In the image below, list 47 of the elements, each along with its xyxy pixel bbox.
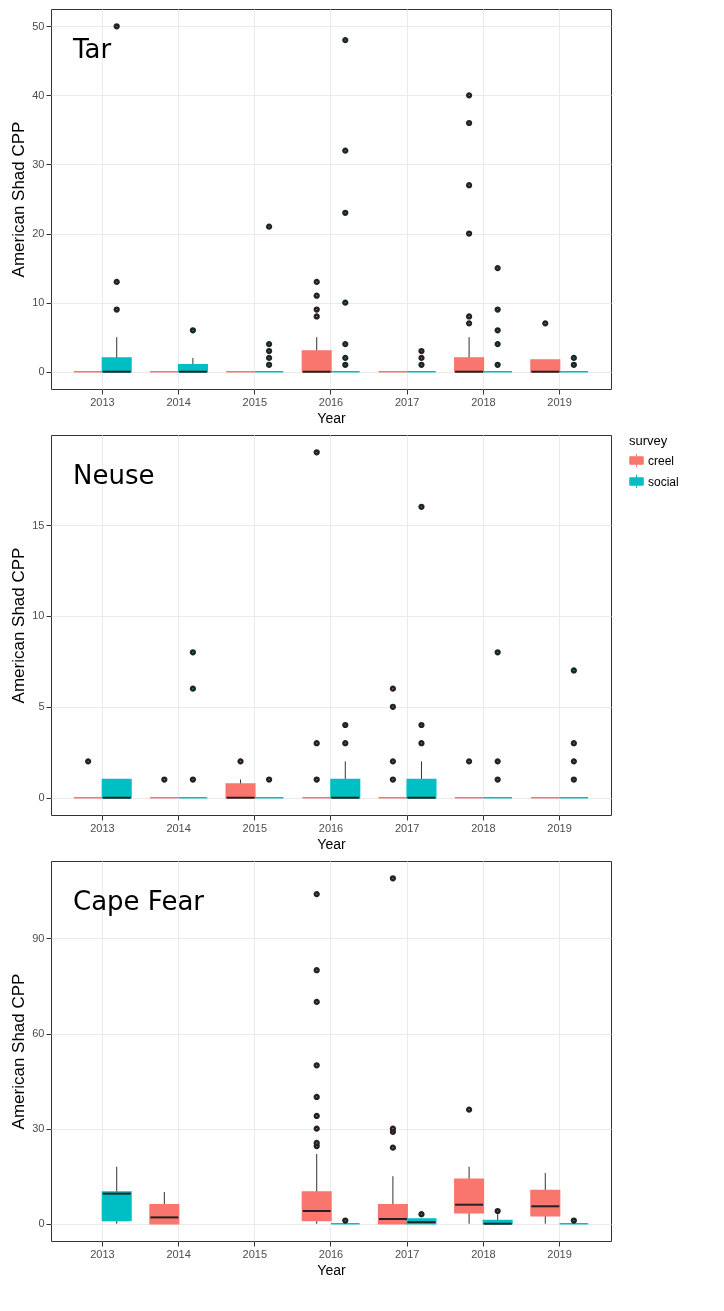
legend-label: social xyxy=(648,474,679,489)
x-tick-label: 2014 xyxy=(166,395,191,408)
y-axis-title: American Shad CPP xyxy=(9,973,29,1130)
x-tick-label: 2018 xyxy=(471,395,496,408)
y-tick-label: 5 xyxy=(38,700,45,713)
y-tick-label: 10 xyxy=(32,296,45,309)
y-tick-label: 40 xyxy=(32,88,45,101)
y-tick-label: 0 xyxy=(38,365,45,378)
x-tick-label: 2017 xyxy=(394,1247,420,1260)
y-tick-label: 0 xyxy=(38,791,45,804)
x-tick-label: 2016 xyxy=(318,1247,344,1260)
x-axis-title: Year xyxy=(317,1261,346,1278)
x-tick-label: 2013 xyxy=(90,395,115,408)
x-tick-label: 2015 xyxy=(242,821,268,834)
text: Cape Fear xyxy=(73,886,205,916)
x-tick-label: 2019 xyxy=(547,821,572,834)
y-tick-label: 50 xyxy=(32,19,45,32)
x-tick-label: 2015 xyxy=(242,1247,268,1260)
y-tick-label: 10 xyxy=(32,609,45,622)
x-tick-label: 2019 xyxy=(547,395,572,408)
x-tick-label: 2016 xyxy=(318,821,344,834)
x-tick-label: 2015 xyxy=(242,395,268,408)
x-tick-label: 2013 xyxy=(90,1247,115,1260)
y-tick-label: 60 xyxy=(32,1027,45,1040)
legend-title: survey xyxy=(629,433,668,448)
y-tick-label: 0 xyxy=(38,1217,45,1230)
x-tick-label: 2017 xyxy=(394,821,420,834)
y-tick-label: 15 xyxy=(32,518,45,531)
x-tick-label: 2019 xyxy=(547,1247,572,1260)
y-tick-label: 30 xyxy=(32,157,45,170)
legend-label: creel xyxy=(648,453,675,468)
text: Neuse xyxy=(73,460,155,490)
x-tick-label: 2013 xyxy=(90,821,115,834)
x-tick-label: 2018 xyxy=(471,1247,496,1260)
x-tick-label: 2014 xyxy=(166,1247,191,1260)
y-tick-label: 20 xyxy=(32,227,45,240)
x-tick-label: 2018 xyxy=(471,821,496,834)
x-axis-title: Year xyxy=(317,835,346,852)
y-axis-title: American Shad CPP xyxy=(9,121,29,278)
x-tick-label: 2016 xyxy=(318,395,344,408)
y-axis-title: American Shad CPP xyxy=(9,547,29,704)
x-axis-title: Year xyxy=(317,409,346,426)
x-tick-label: 2014 xyxy=(166,821,191,834)
y-tick-label: 90 xyxy=(32,931,45,944)
x-tick-label: 2017 xyxy=(394,395,420,408)
y-tick-label: 30 xyxy=(32,1122,45,1135)
text: Tar xyxy=(72,34,112,64)
